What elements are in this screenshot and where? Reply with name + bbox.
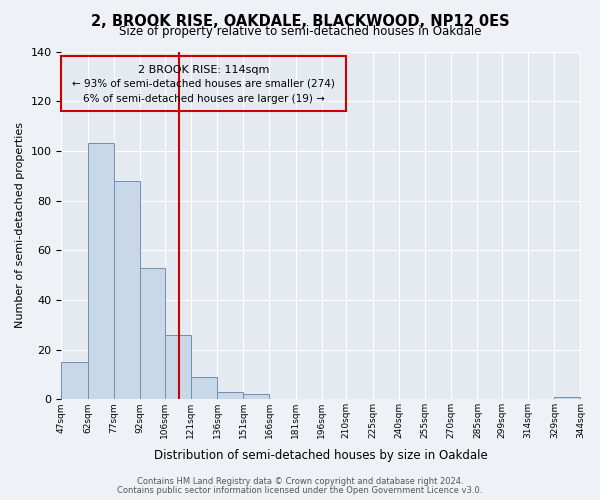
Y-axis label: Number of semi-detached properties: Number of semi-detached properties	[15, 122, 25, 328]
Bar	[554, 397, 580, 399]
Bar	[114, 180, 140, 399]
Text: 2, BROOK RISE, OAKDALE, BLACKWOOD, NP12 0ES: 2, BROOK RISE, OAKDALE, BLACKWOOD, NP12 …	[91, 14, 509, 29]
Text: 6% of semi-detached houses are larger (19) →: 6% of semi-detached houses are larger (1…	[83, 94, 325, 104]
Bar	[191, 377, 217, 399]
Text: 2 BROOK RISE: 114sqm: 2 BROOK RISE: 114sqm	[138, 64, 269, 74]
Text: Contains HM Land Registry data © Crown copyright and database right 2024.: Contains HM Land Registry data © Crown c…	[137, 477, 463, 486]
Text: ← 93% of semi-detached houses are smaller (274): ← 93% of semi-detached houses are smalle…	[73, 79, 335, 89]
Bar	[140, 268, 164, 399]
Bar	[88, 144, 114, 399]
Bar	[217, 392, 243, 399]
Bar	[164, 334, 191, 399]
Text: Contains public sector information licensed under the Open Government Licence v3: Contains public sector information licen…	[118, 486, 482, 495]
Bar	[243, 394, 269, 399]
Bar	[61, 362, 88, 399]
Text: Size of property relative to semi-detached houses in Oakdale: Size of property relative to semi-detach…	[119, 25, 481, 38]
X-axis label: Distribution of semi-detached houses by size in Oakdale: Distribution of semi-detached houses by …	[154, 450, 488, 462]
